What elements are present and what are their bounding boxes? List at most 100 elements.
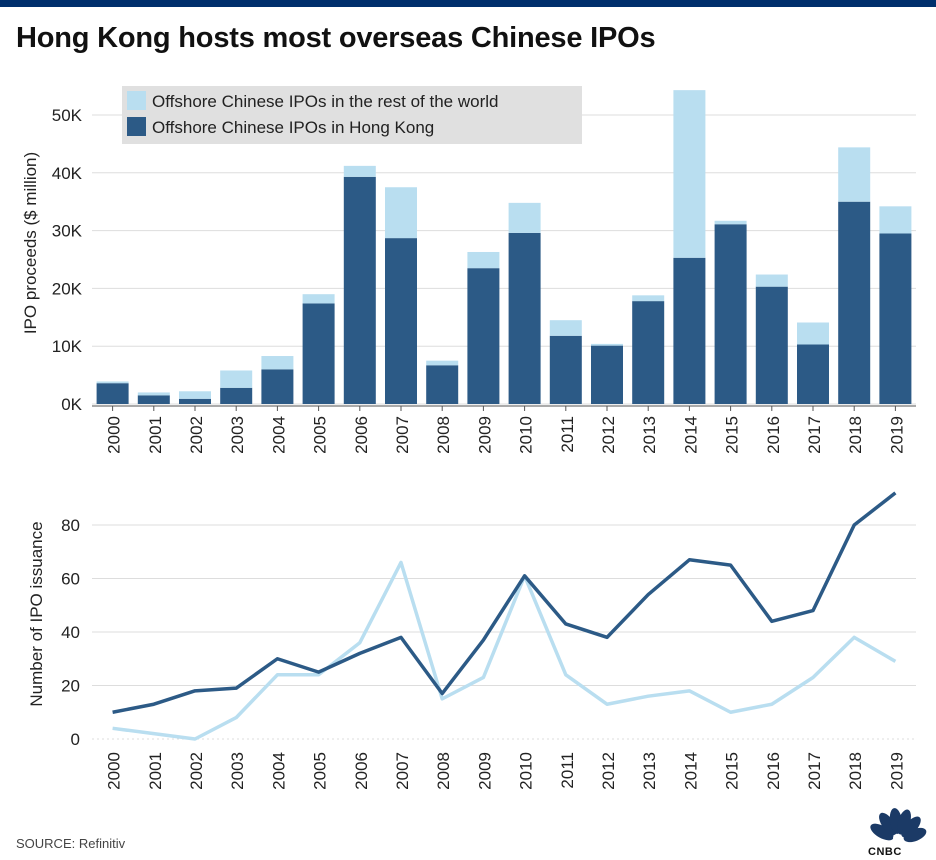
x-tick-label: 2011	[558, 752, 577, 789]
line-rest-of-world	[112, 560, 897, 741]
bar-rest-of-world	[879, 206, 912, 234]
y-tick-label: 0K	[61, 395, 82, 414]
x-tick-label: 2012	[599, 416, 618, 454]
nbc-peacock-logo	[870, 808, 927, 843]
x-tick-label: 2007	[393, 752, 412, 790]
x-tick-label: 2009	[475, 752, 494, 790]
y-tick-label: 10K	[52, 337, 83, 356]
bar-rest-of-world	[755, 274, 788, 287]
x-tick-label: 2010	[517, 752, 536, 790]
x-tick-label: 2006	[352, 752, 371, 790]
x-tick-label: 2003	[228, 752, 247, 790]
bar-hong-kong	[879, 233, 912, 404]
x-tick-label: 2008	[434, 416, 453, 454]
x-tick-label: 2007	[393, 416, 412, 454]
line-hong-kong	[112, 491, 897, 714]
bar-rest-of-world	[797, 322, 829, 345]
legend-label-hong-kong: Offshore Chinese IPOs in Hong Kong	[152, 118, 434, 137]
legend-label-rest-of-world: Offshore Chinese IPOs in the rest of the…	[152, 92, 498, 111]
x-tick-label: 2011	[558, 416, 577, 453]
bar-hong-kong	[220, 387, 253, 404]
bar-rest-of-world	[673, 90, 706, 258]
bar-rest-of-world	[714, 220, 747, 225]
y-tick-label: 50K	[52, 106, 83, 125]
bar-hong-kong	[302, 303, 335, 404]
bar-rest-of-world	[426, 360, 459, 366]
bar-hong-kong	[797, 344, 829, 404]
bar-rest-of-world	[467, 251, 500, 269]
cnbc-logo-text: CNBC	[868, 846, 902, 858]
x-tick-label: 2015	[723, 752, 742, 790]
bar-hong-kong	[467, 268, 500, 404]
x-tick-label: 2016	[764, 752, 783, 790]
x-tick-label: 2005	[311, 752, 330, 790]
y-axis-label: Number of IPO issuance	[27, 521, 46, 706]
bar-rest-of-world	[220, 370, 253, 388]
bar-hong-kong	[632, 301, 665, 404]
x-tick-label: 2002	[187, 752, 206, 790]
y-tick-label: 30K	[52, 222, 83, 241]
source-note: SOURCE: Refinitiv	[16, 836, 126, 851]
proceeds-bar-chart: 0K 10K 20K 30K 40K 50K IPO proceeds ($ million…	[21, 86, 916, 454]
x-tick-label: 2017	[805, 752, 824, 790]
x-tick-label: 2010	[517, 416, 536, 454]
y-tick-label: 20K	[52, 279, 83, 298]
x-tick-label: 2006	[352, 416, 371, 454]
bar-hong-kong	[714, 224, 747, 404]
x-tick-label: 2000	[105, 752, 124, 790]
x-tick-label: 2013	[640, 752, 659, 790]
y-tick-label: 20	[61, 677, 80, 696]
legend-swatch-rest-of-world	[127, 91, 146, 110]
x-tick-label: 2018	[846, 752, 865, 790]
x-tick-label: 2016	[764, 416, 783, 454]
x-tick-label: 2015	[723, 416, 742, 454]
x-tick-label: 2014	[681, 752, 700, 790]
bar-rest-of-world	[508, 202, 541, 233]
bar-hong-kong	[549, 335, 582, 404]
y-tick-label: 40K	[52, 164, 83, 183]
bar-hong-kong	[426, 365, 459, 404]
y-tick-label: 0	[71, 730, 80, 749]
x-tick-label: 2017	[805, 416, 824, 454]
bar-hong-kong	[137, 395, 170, 404]
x-tick-label: 2004	[269, 416, 288, 454]
bar-hong-kong	[179, 398, 211, 404]
bar-hong-kong	[838, 201, 871, 404]
x-tick-label: 2019	[887, 416, 906, 454]
x-tick-label: 2001	[146, 752, 165, 790]
bar-hong-kong	[673, 257, 706, 404]
bar-rest-of-world	[632, 295, 665, 302]
legend-box	[122, 86, 582, 144]
chart-title: Hong Kong hosts most overseas Chinese IP…	[16, 22, 656, 54]
bar-hong-kong	[261, 369, 294, 404]
y-axis-label: IPO proceeds ($ million)	[21, 152, 40, 334]
bar-hong-kong	[591, 345, 623, 404]
bar-hong-kong	[755, 286, 788, 404]
bar-rest-of-world	[385, 187, 417, 239]
x-tick-label: 2004	[269, 752, 288, 790]
bar-hong-kong	[385, 238, 417, 404]
bar-rest-of-world	[343, 165, 376, 177]
x-tick-label: 2008	[434, 752, 453, 790]
y-tick-label: 40	[61, 623, 80, 642]
x-tick-label: 2019	[887, 752, 906, 790]
x-tick-label: 2014	[681, 416, 700, 454]
y-tick-label: 80	[61, 516, 80, 535]
top-bar	[0, 0, 936, 7]
bar-rest-of-world	[838, 147, 871, 202]
x-tick-label: 2012	[599, 752, 618, 790]
bar-rest-of-world	[137, 392, 170, 396]
x-tick-label: 2009	[475, 416, 494, 454]
x-tick-label: 2013	[640, 416, 659, 454]
bar-hong-kong	[343, 176, 376, 404]
bar-rest-of-world	[96, 381, 129, 384]
bar-rest-of-world	[261, 356, 294, 370]
y-tick-label: 60	[61, 570, 80, 589]
x-tick-label: 2001	[146, 416, 165, 454]
bar-rest-of-world	[302, 294, 335, 304]
x-tick-label: 2003	[228, 416, 247, 454]
x-tick-label: 2018	[846, 416, 865, 454]
bar-rest-of-world	[179, 391, 211, 399]
x-tick-label: 2002	[187, 416, 206, 454]
